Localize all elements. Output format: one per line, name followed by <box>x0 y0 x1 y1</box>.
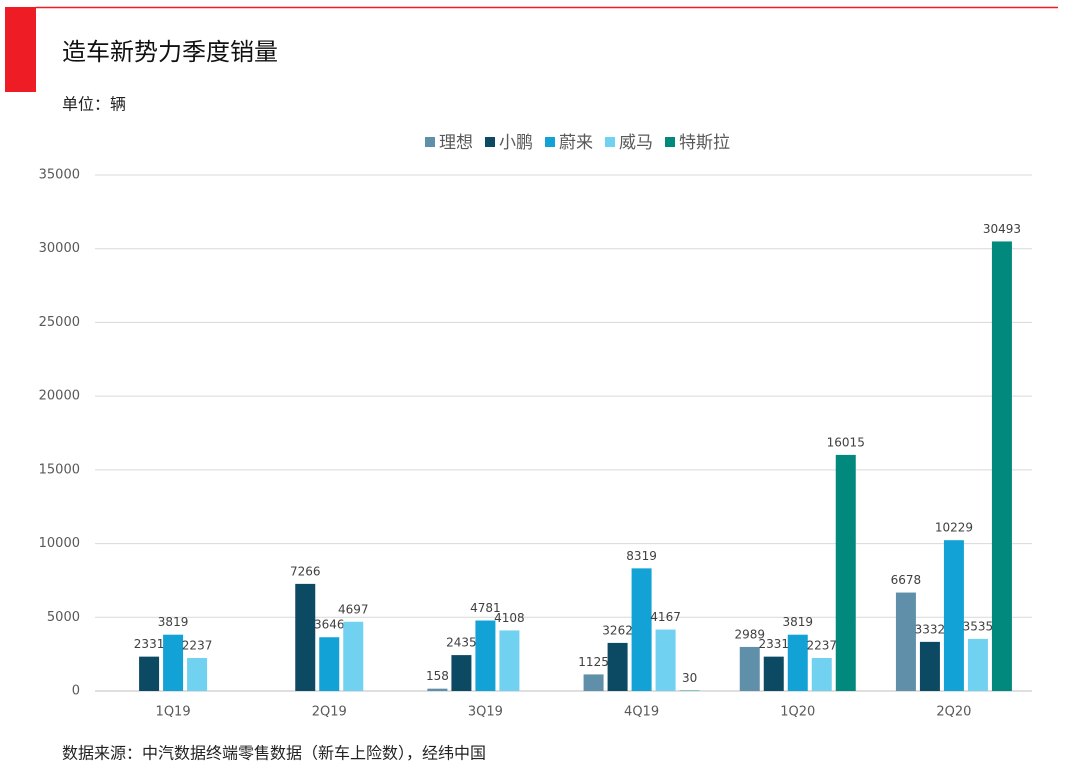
value-label: 3262 <box>602 623 633 637</box>
bar <box>187 658 207 691</box>
header-accent <box>5 7 36 92</box>
legend-label: 特斯拉 <box>679 133 730 153</box>
x-tick-label: 2Q19 <box>312 705 347 720</box>
legend-label: 理想 <box>439 133 473 153</box>
value-label: 1125 <box>578 655 609 669</box>
value-label: 16015 <box>827 435 865 449</box>
bar <box>764 657 784 691</box>
legend-label: 威马 <box>619 133 653 153</box>
y-tick-label: 25000 <box>39 315 80 330</box>
value-label: 4697 <box>338 602 369 616</box>
bar <box>944 540 964 691</box>
bar <box>319 637 339 691</box>
bar <box>812 658 832 691</box>
legend-swatch <box>545 137 555 147</box>
bar <box>836 455 856 691</box>
bar <box>788 635 808 691</box>
value-label: 3332 <box>915 622 946 636</box>
chart-title: 造车新势力季度销量 <box>62 38 278 66</box>
value-label: 3819 <box>782 615 813 629</box>
bar <box>608 643 628 691</box>
bar <box>920 642 940 691</box>
x-tick-label: 1Q20 <box>780 705 815 720</box>
source-note: 数据来源：中汽数据终端零售数据（新车上险数），经纬中国 <box>62 744 486 763</box>
bar <box>343 622 363 691</box>
bar <box>139 657 159 691</box>
value-label: 3819 <box>158 615 189 629</box>
legend-swatch <box>605 137 615 147</box>
bar <box>740 647 760 691</box>
legend-label: 蔚来 <box>559 133 593 153</box>
value-label: 2435 <box>446 636 477 650</box>
x-tick-label: 2Q20 <box>936 705 971 720</box>
y-tick-label: 0 <box>72 684 80 699</box>
x-tick-label: 1Q19 <box>156 705 191 720</box>
value-label: 2237 <box>806 639 837 653</box>
value-label: 2331 <box>758 637 789 651</box>
value-label: 3535 <box>963 619 994 633</box>
y-tick-label: 5000 <box>47 610 80 625</box>
bar <box>499 630 519 691</box>
bar <box>163 635 183 691</box>
bar <box>968 639 988 691</box>
x-tick-label: 3Q19 <box>468 705 503 720</box>
x-tick-label: 4Q19 <box>624 705 659 720</box>
value-label: 158 <box>426 669 449 683</box>
bar <box>451 655 471 691</box>
value-label: 2237 <box>182 639 213 653</box>
y-tick-label: 10000 <box>39 536 80 551</box>
value-label: 4108 <box>494 611 525 625</box>
bar <box>475 621 495 691</box>
y-tick-label: 30000 <box>39 241 80 256</box>
value-label: 4167 <box>650 610 681 624</box>
bar <box>656 630 676 691</box>
bar <box>992 241 1012 691</box>
value-label: 8319 <box>626 549 657 563</box>
legend-label: 小鹏 <box>499 133 533 153</box>
y-tick-label: 20000 <box>39 389 80 404</box>
value-label: 6678 <box>891 573 922 587</box>
value-label: 30493 <box>983 222 1021 236</box>
value-label: 2331 <box>134 637 165 651</box>
bar <box>427 689 447 691</box>
value-label: 7266 <box>290 564 321 578</box>
value-label: 30 <box>682 671 697 685</box>
y-tick-label: 35000 <box>39 168 80 183</box>
legend-swatch <box>485 137 495 147</box>
legend-swatch <box>665 137 675 147</box>
bar <box>896 593 916 691</box>
legend-swatch <box>425 137 435 147</box>
unit-note: 单位：辆 <box>62 95 126 114</box>
bar <box>584 674 604 691</box>
bar <box>295 584 315 691</box>
value-label: 3646 <box>314 618 345 632</box>
value-label: 10229 <box>935 521 973 535</box>
y-tick-label: 15000 <box>39 462 80 477</box>
bar <box>632 568 652 691</box>
